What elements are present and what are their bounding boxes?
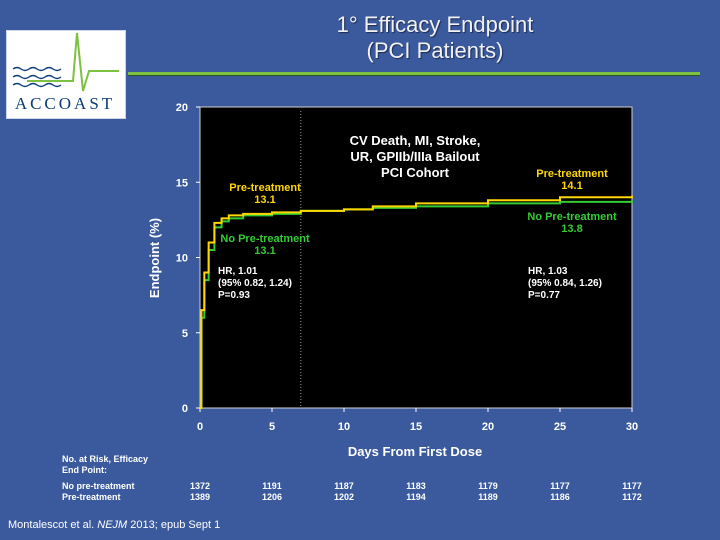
title-rule bbox=[128, 72, 700, 75]
y-tick-label: 0 bbox=[182, 403, 188, 415]
risk-cell: 1189 bbox=[478, 492, 498, 502]
x-tick-label: 30 bbox=[626, 421, 638, 433]
x-axis-label: Days From First Dose bbox=[347, 444, 483, 459]
risk-table-title-line2: End Point: bbox=[62, 465, 107, 475]
x-tick-label: 25 bbox=[554, 421, 566, 433]
cohort-annotation: CV Death, MI, Stroke, UR, GPIIb/IIIa Bail… bbox=[350, 133, 481, 180]
y-tick-label: 10 bbox=[176, 253, 188, 265]
risk-row-label: No pre-treatment bbox=[62, 481, 135, 491]
risk-cell: 1187 bbox=[334, 481, 354, 491]
risk-cell: 1372 bbox=[189, 481, 211, 491]
hr-right-annotation: HR, 1.03 (95% 0.84, 1.26) P=0.77 bbox=[528, 266, 602, 301]
accoast-logo bbox=[6, 30, 126, 119]
x-tick-label: 0 bbox=[197, 421, 203, 433]
x-tick-label: 10 bbox=[338, 421, 350, 433]
pretreatment-right-label: Pre-treatment 14.1 bbox=[536, 168, 608, 192]
slide-title-line2: (PCI Patients) bbox=[366, 38, 504, 63]
citation: Montalescot et al. NEJM 2013; epub Sept … bbox=[8, 519, 220, 531]
risk-cell: 1206 bbox=[261, 492, 283, 502]
risk-cell: 1202 bbox=[333, 492, 355, 502]
y-tick-label: 20 bbox=[176, 102, 188, 114]
risk-cell: 1172 bbox=[622, 492, 642, 502]
risk-row-label: Pre-treatment bbox=[62, 492, 121, 502]
risk-cell: 1191 bbox=[262, 481, 282, 491]
slide-title-line1: 1° Efficacy Endpoint bbox=[336, 12, 534, 37]
risk-cell: 1389 bbox=[189, 492, 211, 502]
risk-cell: 1194 bbox=[406, 492, 426, 502]
risk-cell: 1186 bbox=[550, 492, 570, 502]
slide-title: 1° Efficacy Endpoint (PCI Patients) bbox=[240, 12, 630, 64]
y-axis-label: Endpoint (%) bbox=[147, 217, 162, 299]
plot-area bbox=[199, 106, 633, 409]
risk-table-title: No. at Risk, Efficacy End Point: bbox=[62, 454, 192, 476]
no-pretreatment-left-label: No Pre-treatment 13.1 bbox=[220, 233, 310, 257]
y-tick-label: 5 bbox=[182, 328, 188, 340]
pretreatment-left-label: Pre-treatment 13.1 bbox=[229, 182, 301, 206]
x-tick-label: 20 bbox=[482, 421, 494, 433]
no-pretreatment-right-label: No Pre-treatment 13.8 bbox=[527, 211, 617, 235]
x-tick-label: 5 bbox=[269, 421, 275, 433]
risk-cell: 1177 bbox=[622, 481, 642, 491]
citation-journal: NEJM bbox=[97, 519, 128, 531]
series-line-no-pretreatment bbox=[200, 200, 633, 409]
risk-cell: 1183 bbox=[406, 481, 426, 491]
risk-cell: 1177 bbox=[550, 481, 570, 491]
logo-text: ACCOAST bbox=[14, 94, 116, 113]
logo-mark-icon bbox=[12, 32, 119, 92]
risk-table-title-line1: No. at Risk, Efficacy bbox=[62, 454, 149, 464]
risk-cell: 1179 bbox=[478, 481, 498, 491]
citation-authors: Montalescot et al. bbox=[8, 519, 98, 531]
hr-left-annotation: HR, 1.01 (95% 0.82, 1.24) P=0.93 bbox=[218, 266, 292, 301]
citation-details: 2013; epub Sept 1 bbox=[127, 519, 221, 531]
x-tick-label: 15 bbox=[410, 421, 422, 433]
y-tick-label: 15 bbox=[176, 177, 188, 189]
series-line-pretreatment bbox=[200, 195, 633, 409]
